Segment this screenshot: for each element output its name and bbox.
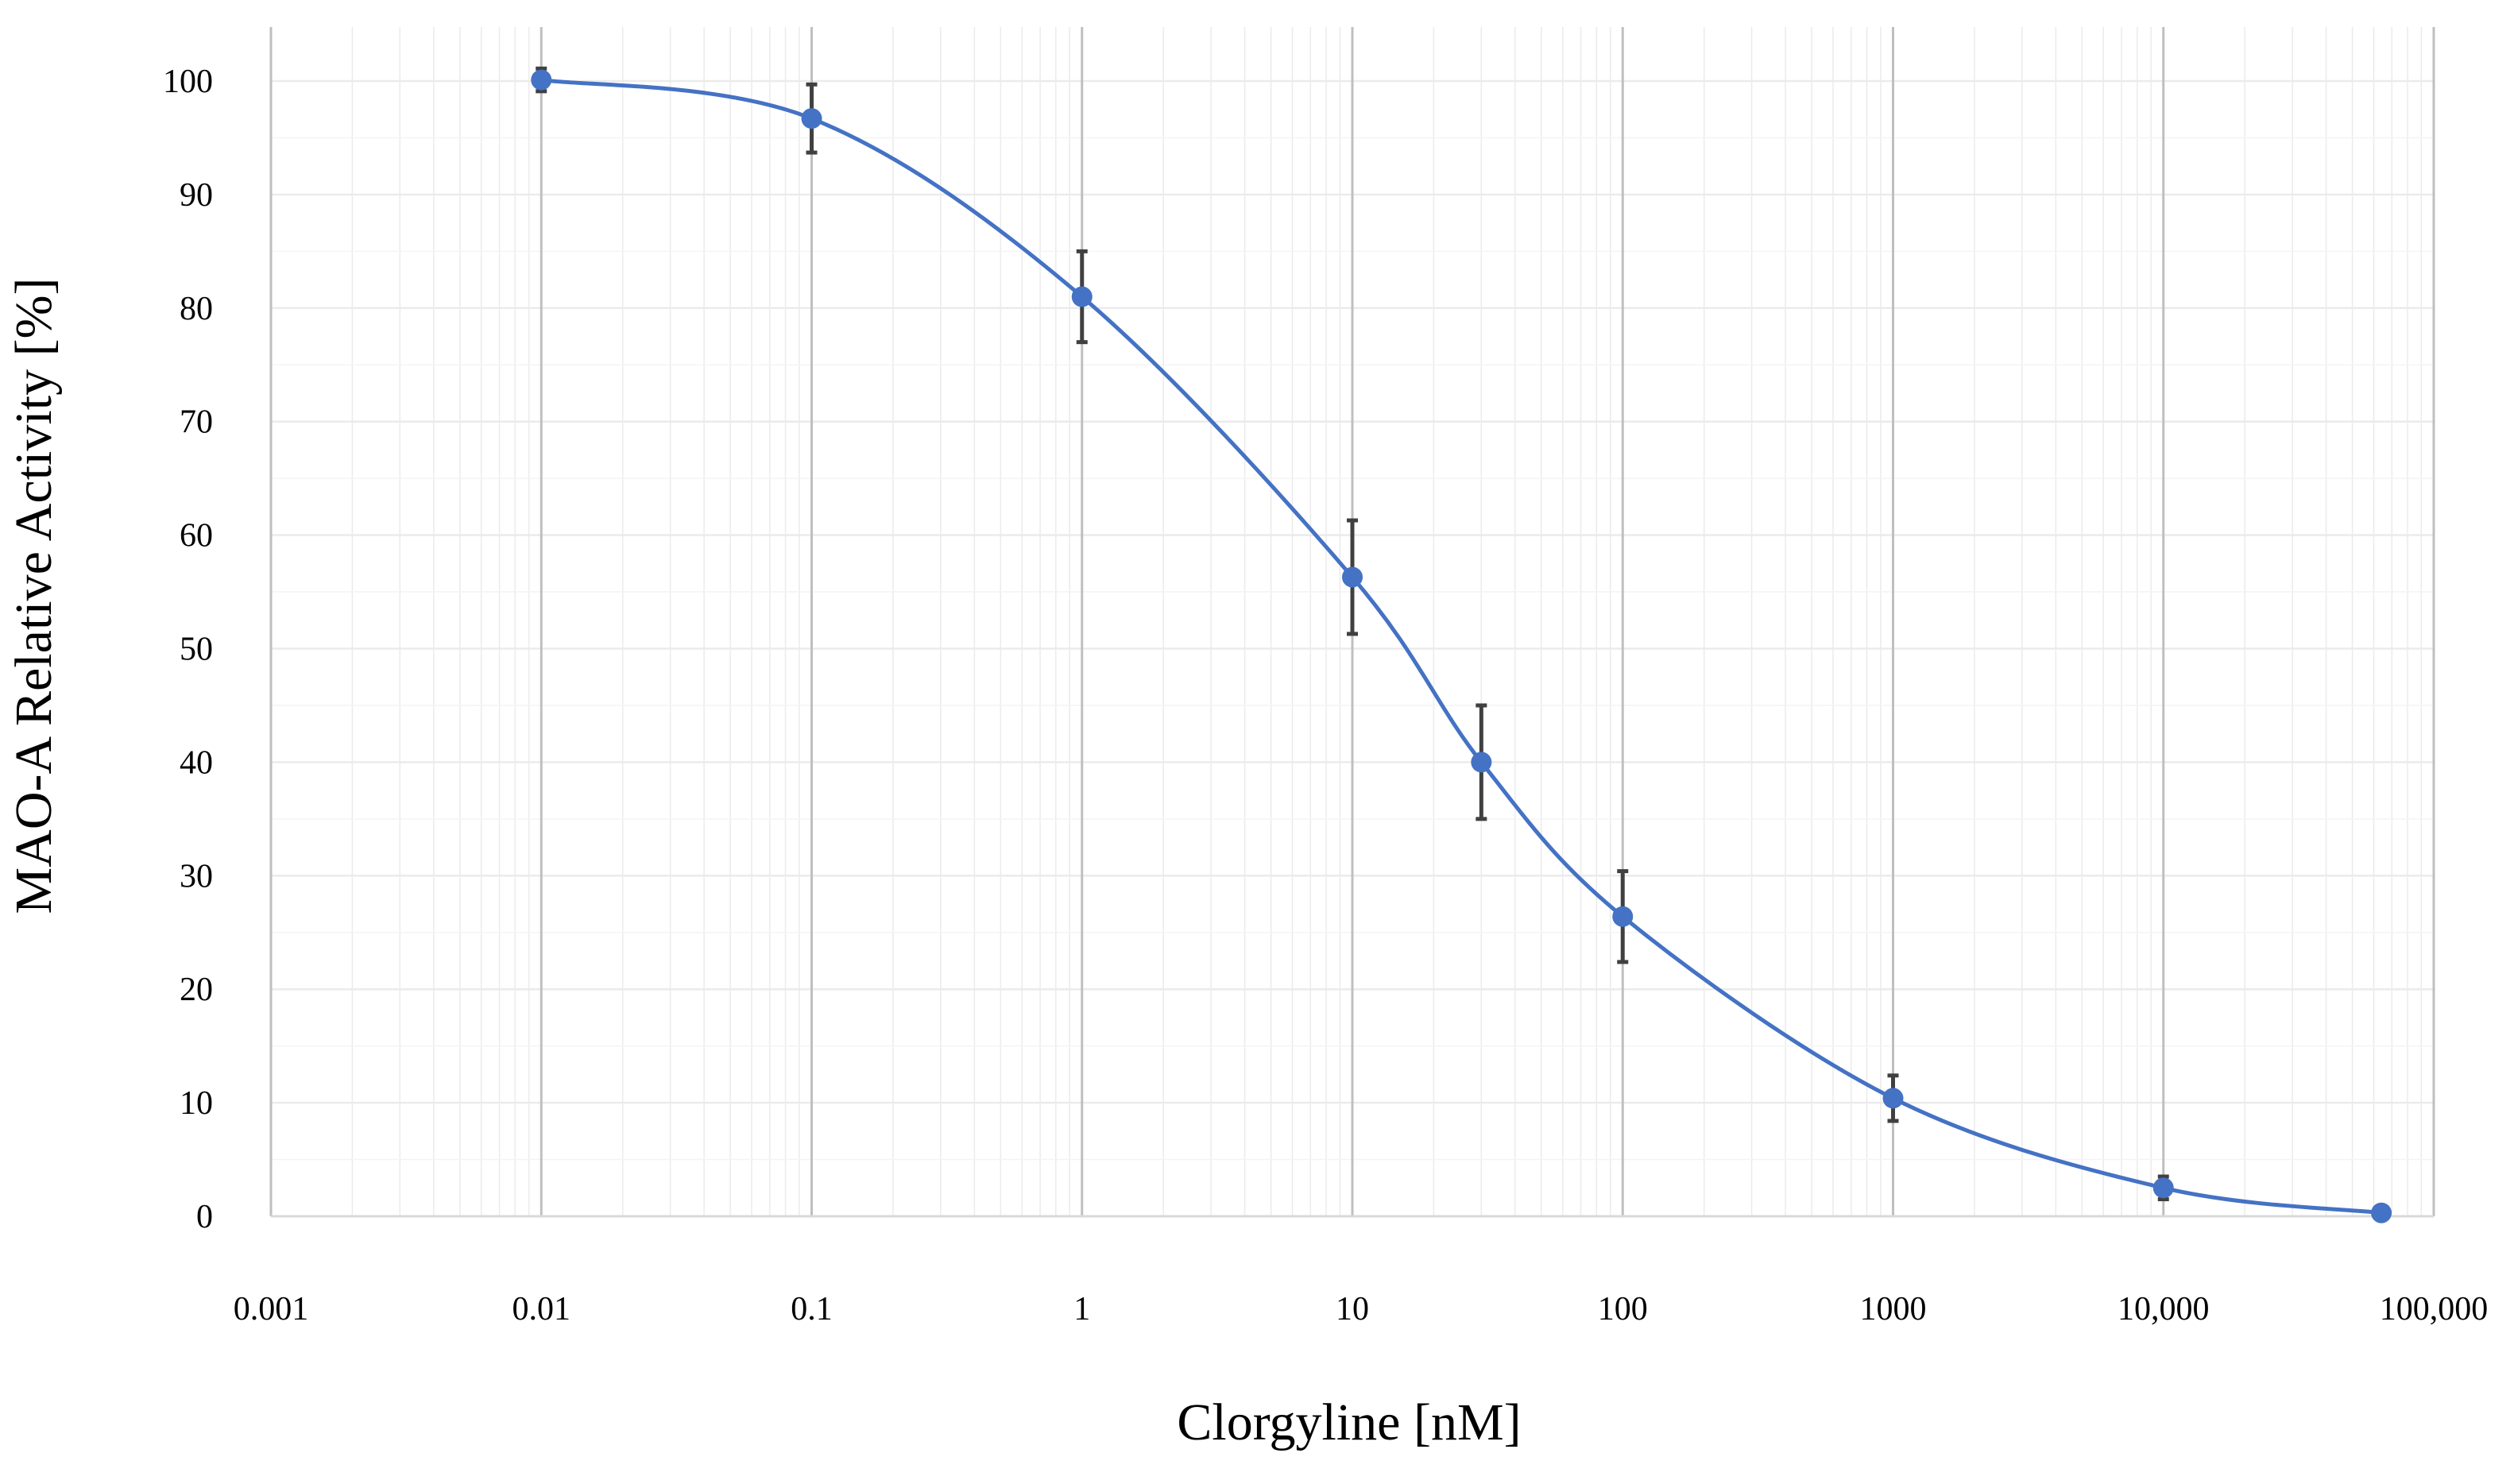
y-tick-label: 60 <box>180 518 213 555</box>
y-tick-label: 80 <box>180 291 213 327</box>
data-point <box>1342 566 1363 588</box>
major-gridlines <box>269 27 2435 1216</box>
data-points <box>531 69 2392 1223</box>
x-tick-label: 10,000 <box>2118 1291 2210 1327</box>
fit-curve-line <box>540 78 2382 1215</box>
data-point <box>1882 1088 1904 1109</box>
y-tick-label: 0 <box>196 1199 213 1235</box>
y-tick-label: 30 <box>180 858 213 895</box>
y-tick-label: 10 <box>180 1085 213 1122</box>
y-axis-title: MAO-A Relative Activity [%] <box>5 277 63 914</box>
y-tick-label: 90 <box>180 177 213 214</box>
x-tick-label: 0.001 <box>234 1291 309 1327</box>
x-tick-label: 1 <box>1073 1291 1090 1327</box>
data-point <box>1071 286 1093 307</box>
x-tick-label: 10 <box>1336 1291 1369 1327</box>
data-point <box>2152 1177 2174 1199</box>
x-tick-label: 0.1 <box>791 1291 833 1327</box>
x-tick-label: 1000 <box>1860 1291 1927 1327</box>
y-tick-label: 100 <box>163 64 213 100</box>
y-tick-label: 20 <box>180 972 213 1008</box>
x-tick-label: 100,000 <box>2380 1291 2489 1327</box>
data-point <box>801 108 822 129</box>
y-tick-label: 50 <box>180 632 213 668</box>
y-tick-label: 70 <box>180 404 213 441</box>
y-tick-labels: 0 10 20 30 40 50 60 70 80 90 100 <box>163 64 213 1235</box>
x-tick-label: 0.01 <box>512 1291 571 1327</box>
data-point <box>2371 1202 2392 1223</box>
x-tick-labels: 0.001 0.01 0.1 1 10 100 1000 10,000 100,000 <box>234 1291 2489 1327</box>
y-tick-label: 40 <box>180 744 213 781</box>
minor-gridlines <box>271 27 2434 1216</box>
fit-curve <box>540 78 2382 1215</box>
data-point <box>1471 752 1492 773</box>
x-axis-title: Clorgyline [nM] <box>1177 1393 1521 1451</box>
data-point <box>1612 906 1634 927</box>
x-tick-label: 100 <box>1598 1291 1648 1327</box>
data-point <box>531 69 552 91</box>
